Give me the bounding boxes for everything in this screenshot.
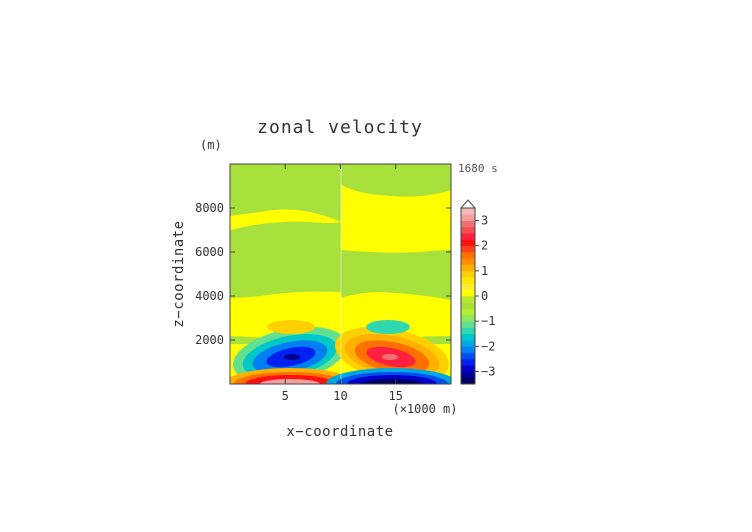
x-unit-label: (×1000 m) [392, 402, 457, 416]
colorbar-swatch-23 [461, 233, 475, 240]
colorbar-swatch-10 [461, 314, 475, 322]
x-tick-label-1: 10 [333, 389, 347, 403]
y-tick-label-3: 8000 [195, 201, 224, 215]
x-tick-label-2: 15 [389, 389, 403, 403]
colorbar-swatch-22 [461, 239, 475, 247]
surface-jets [230, 368, 451, 384]
colorbar-swatch-17 [461, 270, 475, 278]
colorbar-label-6: −3 [481, 364, 495, 378]
green-band-top [230, 164, 341, 222]
y-tick-label-2: 6000 [195, 245, 224, 259]
green-band-middle-right [341, 250, 451, 300]
colorbar-swatch-26 [461, 214, 475, 221]
colorbar-extend-arrow [459, 199, 477, 209]
x-axis-ticks: 5 10 15 [282, 164, 403, 403]
colorbar-swatch-2 [461, 365, 475, 372]
colorbar-swatch-0 [461, 377, 475, 385]
upper-neg-lobe-right [366, 320, 410, 334]
colorbar-swatch-13 [461, 296, 475, 303]
surface-pos-core [260, 379, 320, 384]
colorbar-swatch-19 [461, 258, 475, 265]
colorbar-swatch-5 [461, 346, 475, 353]
colorbar-label-0: 3 [481, 214, 488, 228]
colorbar-swatch-25 [461, 220, 475, 228]
surface-neg-core [362, 379, 422, 384]
colorbar-swatch-24 [461, 226, 475, 234]
colorbar-swatch-8 [461, 327, 475, 335]
cluster-lower-left [233, 320, 347, 384]
y-tick-label-1: 4000 [195, 289, 224, 303]
colorbar-swatch-11 [461, 308, 475, 316]
colorbar-label-2: 1 [481, 264, 488, 278]
y-axis-ticks: 2000 4000 6000 8000 [195, 201, 451, 347]
colorbar-swatch-27 [461, 208, 475, 215]
colorbar-label-3: 0 [481, 289, 488, 303]
colorbar-swatch-14 [461, 289, 475, 297]
cluster-lower-right [335, 320, 449, 384]
colorbar-swatch-3 [461, 358, 475, 366]
upper-pos-lobe-left [267, 320, 315, 334]
y-unit-label: (m) [200, 138, 222, 152]
colorbar-swatch-12 [461, 302, 475, 309]
y-axis-label: z−coordinate [171, 220, 187, 327]
x-axis-label: x−coordinate [286, 424, 393, 440]
time-label: 1680 s [458, 162, 498, 175]
plot-area [230, 164, 451, 384]
colorbar-label-5: −2 [481, 339, 495, 353]
colorbar-swatch-16 [461, 277, 475, 284]
colorbar-swatch-21 [461, 245, 475, 253]
colorbar-swatch-20 [461, 252, 475, 259]
colorbar: 3 2 1 0 −1 −2 −3 [459, 199, 495, 385]
colorbar-swatch-15 [461, 283, 475, 291]
y-tick-label-0: 2000 [195, 333, 224, 347]
colorbar-swatch-1 [461, 371, 475, 379]
x-tick-label-0: 5 [282, 389, 289, 403]
colorbar-swatch-4 [461, 352, 475, 360]
pos-lobe-peak [382, 354, 398, 360]
green-band-middle-left [230, 221, 341, 298]
green-band-top-right [341, 164, 451, 197]
colorbar-swatch-18 [461, 264, 475, 272]
neg-lobe-peak [284, 354, 300, 360]
chart-title: zonal velocity [257, 117, 423, 138]
colorbar-label-1: 2 [481, 239, 488, 253]
colorbar-swatch-9 [461, 321, 475, 328]
colorbar-swatch-6 [461, 340, 475, 347]
colorbar-label-4: −1 [481, 314, 495, 328]
colorbar-swatch-7 [461, 333, 475, 341]
